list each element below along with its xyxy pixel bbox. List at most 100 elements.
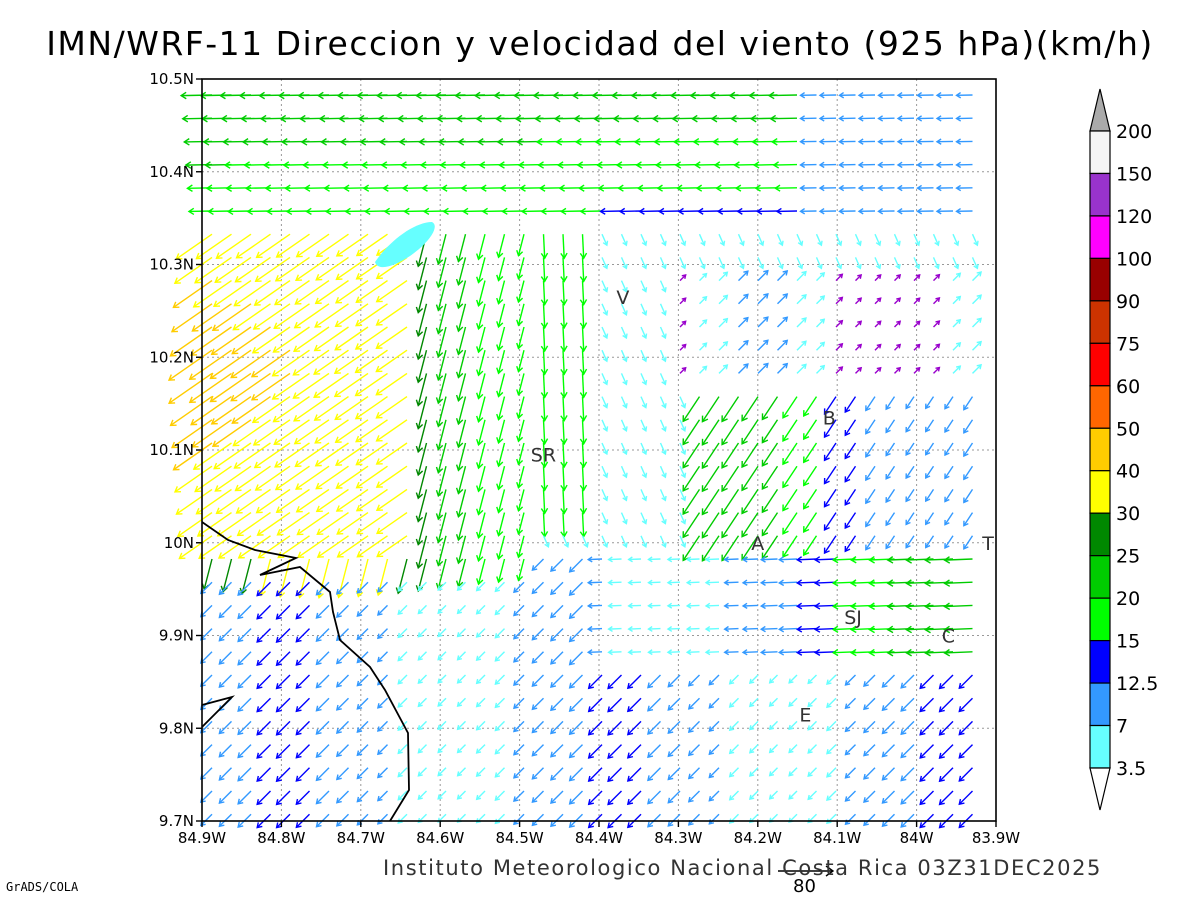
wind-vector xyxy=(759,649,778,656)
wind-vector xyxy=(838,161,856,169)
wind-vector xyxy=(568,790,583,805)
wind-vector xyxy=(905,625,934,634)
wind-vector xyxy=(816,364,826,374)
colorbar-label: 50 xyxy=(1116,418,1140,440)
wind-vector xyxy=(886,648,915,657)
wind-vector xyxy=(728,744,739,755)
wind-vector xyxy=(586,579,603,586)
wind-vector xyxy=(772,161,798,169)
wind-vector xyxy=(933,273,941,282)
wind-vector xyxy=(601,396,609,409)
wind-vector xyxy=(211,303,252,332)
wind-vector xyxy=(258,558,272,597)
wind-vector xyxy=(803,396,818,417)
wind-vector xyxy=(175,488,213,515)
wind-vector xyxy=(886,602,915,611)
lat-tick-label: 10.4N xyxy=(149,163,194,181)
wind-vector xyxy=(935,208,954,215)
wind-vector xyxy=(682,489,701,516)
wind-vector xyxy=(607,649,622,656)
wind-vector xyxy=(721,512,740,539)
wind-vector xyxy=(415,466,428,500)
wind-vector xyxy=(375,280,408,303)
wind-vector xyxy=(586,649,603,656)
wind-vector xyxy=(586,625,603,633)
wind-vector xyxy=(640,257,648,270)
wind-vector xyxy=(516,303,525,327)
wind-vector xyxy=(456,651,466,661)
wind-vector xyxy=(475,628,486,638)
wind-vector xyxy=(256,581,271,597)
wind-vector xyxy=(881,790,895,804)
wind-vector xyxy=(955,115,973,122)
wind-vector xyxy=(218,651,232,665)
wind-vector xyxy=(335,651,349,665)
wind-vector xyxy=(540,350,549,376)
wind-vector xyxy=(896,115,915,122)
wind-vector xyxy=(462,207,486,215)
wind-vector xyxy=(234,465,271,492)
wind-vector xyxy=(607,602,622,609)
wind-vector xyxy=(938,790,954,806)
wind-vector xyxy=(376,813,388,825)
lon-tick-label: 84W xyxy=(900,829,934,847)
wind-vector xyxy=(963,442,974,458)
wind-vector xyxy=(257,535,291,559)
wind-vector xyxy=(799,208,817,215)
wind-vector xyxy=(435,326,447,358)
wind-vector xyxy=(885,489,896,504)
wind-vector xyxy=(905,465,915,480)
wind-vector xyxy=(799,115,817,122)
wind-vector xyxy=(757,293,769,305)
wind-vector xyxy=(540,234,549,260)
wind-vector xyxy=(313,326,349,352)
wind-vector xyxy=(579,234,588,260)
wind-vector xyxy=(721,396,740,423)
wind-vector xyxy=(640,512,648,525)
wind-vector xyxy=(687,790,700,803)
wind-vector xyxy=(437,651,447,661)
lat-tick-label: 9.9N xyxy=(159,627,194,645)
wind-vector xyxy=(315,488,349,513)
wind-vector xyxy=(516,234,525,257)
wind-vector xyxy=(900,767,915,782)
wind-vector xyxy=(579,350,588,376)
colorbar-segment xyxy=(1089,512,1111,557)
wind-vector xyxy=(415,442,428,477)
wind-vector xyxy=(233,442,271,469)
wind-vector xyxy=(601,489,609,502)
wind-vector xyxy=(587,674,603,690)
wind-vector xyxy=(273,303,310,330)
wind-vector xyxy=(900,744,915,759)
wind-vector xyxy=(835,319,844,328)
wind-vector xyxy=(877,161,895,169)
wind-vector xyxy=(865,419,876,435)
wind-vector xyxy=(721,442,740,469)
colorbar-segment xyxy=(1089,597,1111,642)
wind-vector xyxy=(170,419,213,449)
wind-vector xyxy=(777,339,789,351)
wind-vector xyxy=(647,625,661,632)
wind-vector xyxy=(844,512,857,530)
wind-vector xyxy=(355,442,388,466)
wind-vector xyxy=(640,419,648,432)
wind-vector xyxy=(933,296,941,305)
wind-vector xyxy=(455,535,467,565)
wind-vector xyxy=(550,697,564,712)
wind-vector xyxy=(476,466,486,493)
wind-vector xyxy=(607,790,622,806)
wind-vector xyxy=(455,442,467,472)
wind-vector xyxy=(455,326,467,356)
wind-vector xyxy=(210,396,252,425)
wind-vector xyxy=(844,489,857,506)
wind-vector xyxy=(601,512,609,525)
wind-vector xyxy=(276,512,310,536)
wind-vector xyxy=(823,489,837,508)
wind-vector xyxy=(190,396,232,426)
wind-vector xyxy=(699,342,708,351)
wind-vector xyxy=(958,674,973,690)
wind-vector xyxy=(587,697,603,713)
wind-vector xyxy=(335,697,349,711)
wind-vector xyxy=(955,208,973,215)
wind-vector xyxy=(701,396,720,423)
